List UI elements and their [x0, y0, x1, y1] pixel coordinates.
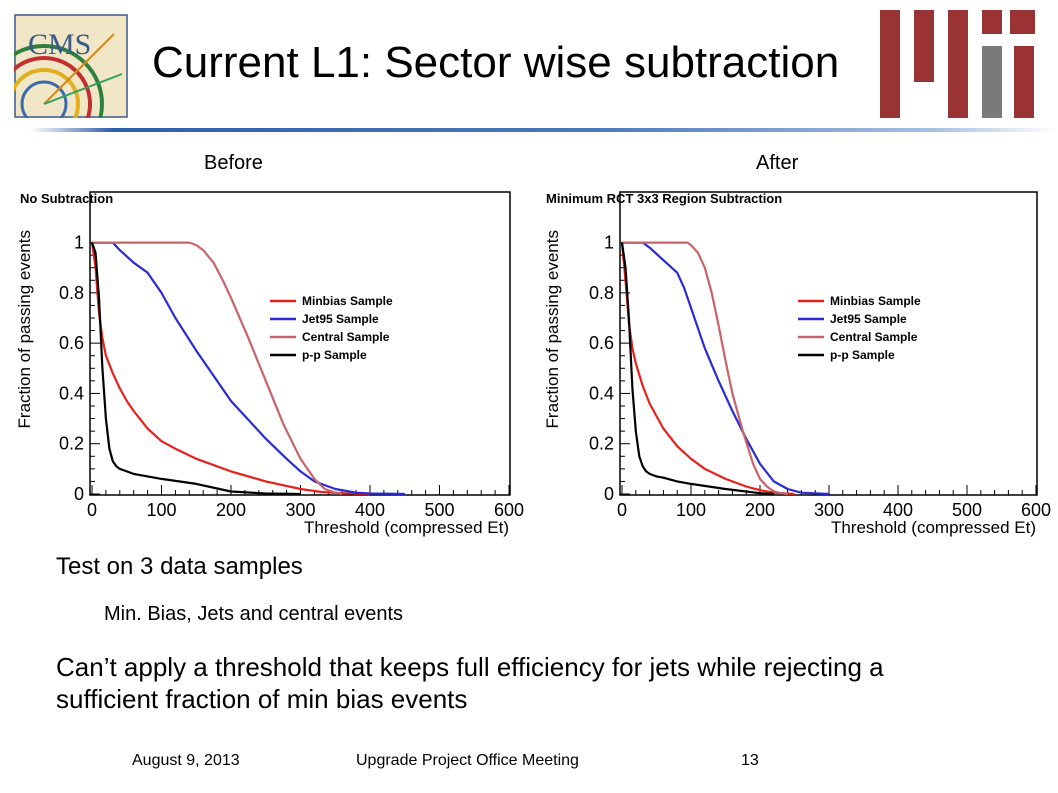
y-tick-label: 0.2 — [589, 434, 614, 454]
legend-label: Minbias Sample — [302, 294, 393, 308]
label-before: Before — [204, 152, 263, 174]
legend-label: Central Sample — [830, 330, 918, 344]
y-tick-label: 0.4 — [589, 383, 614, 403]
y-tick-label: 0.2 — [59, 434, 84, 454]
footer-date: August 9, 2013 — [132, 752, 240, 769]
y-tick-label: 0.8 — [589, 283, 614, 303]
footer-page-number: 13 — [741, 752, 759, 769]
x-tick-label: 300 — [285, 500, 315, 520]
y-tick-label: 0 — [74, 484, 84, 504]
y-tick-label: 0 — [604, 484, 614, 504]
title-divider — [30, 128, 1058, 132]
series-line-central — [92, 241, 343, 496]
bullet-test-samples: Test on 3 data samples — [56, 553, 303, 580]
sub-bullet-samples: Min. Bias, Jets and central events — [104, 603, 404, 625]
x-tick-label: 0 — [87, 500, 97, 520]
series-line-pp — [90, 242, 301, 496]
mit-logo — [880, 10, 1035, 118]
y-tick-label: 0.8 — [59, 283, 84, 303]
legend-label: Central Sample — [302, 330, 390, 344]
cms-logo: CMS — [14, 14, 128, 118]
legend-label: Minbias Sample — [830, 294, 921, 308]
plot-frame — [89, 191, 511, 496]
legend-label: Jet95 Sample — [302, 312, 379, 326]
bullet-threshold: Can’t apply a threshold that keeps full … — [56, 652, 884, 714]
x-tick-label: 400 — [883, 500, 913, 520]
x-tick-label: 500 — [424, 500, 454, 520]
series-line-pp — [620, 242, 774, 496]
label-after: After — [756, 152, 799, 174]
x-tick-label: 100 — [146, 500, 176, 520]
x-tick-label: 600 — [494, 500, 524, 520]
x-tick-label: 0 — [617, 500, 627, 520]
y-axis-label: Fraction of passing events — [543, 230, 562, 428]
x-tick-label: 600 — [1021, 500, 1051, 520]
series-line-central — [622, 241, 788, 496]
series-line-jet95 — [622, 241, 830, 496]
x-axis-label: Threshold (compressed Et) — [831, 518, 1036, 537]
x-tick-label: 200 — [745, 500, 775, 520]
x-axis-label: Threshold (compressed Et) — [304, 518, 509, 537]
series-line-jet95 — [92, 241, 405, 496]
x-tick-label: 500 — [952, 500, 982, 520]
x-tick-label: 400 — [355, 500, 385, 520]
x-tick-label: 100 — [676, 500, 706, 520]
y-tick-label: 0.6 — [59, 333, 84, 353]
series-line-minbias — [90, 242, 371, 496]
plot-frame — [619, 191, 1038, 496]
chart-title: Minimum RCT 3x3 Region Subtraction — [546, 191, 782, 206]
legend-label: p-p Sample — [830, 348, 895, 362]
y-tick-label: 1 — [604, 233, 614, 253]
footer-meeting: Upgrade Project Office Meeting — [356, 752, 579, 769]
legend-label: Jet95 Sample — [830, 312, 907, 326]
y-axis-label: Fraction of passing events — [15, 230, 34, 428]
slide-title: Current L1: Sector wise subtraction — [152, 38, 840, 87]
y-tick-label: 0.4 — [59, 383, 84, 403]
legend-label: p-p Sample — [302, 348, 367, 362]
y-tick-label: 1 — [74, 233, 84, 253]
cms-logo-text: CMS — [28, 28, 91, 61]
series-line-minbias — [620, 242, 795, 496]
y-tick-label: 0.6 — [589, 333, 614, 353]
x-tick-label: 200 — [216, 500, 246, 520]
x-tick-label: 300 — [814, 500, 844, 520]
chart-title: No Subtraction — [20, 191, 113, 206]
